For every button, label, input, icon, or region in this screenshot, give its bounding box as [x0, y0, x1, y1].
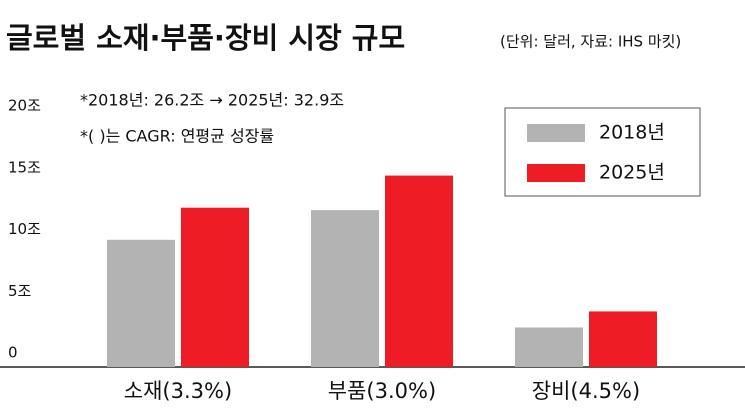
legend-swatch [527, 124, 585, 142]
chart-subtitle: (단위: 달러, 자료: IHS 마킷) [500, 33, 681, 51]
bar [107, 239, 175, 367]
bar [515, 327, 583, 367]
bar [589, 311, 657, 367]
x-tick-label: 소재(3.3%) [124, 379, 232, 403]
y-tick-label: 15조 [8, 158, 41, 176]
x-tick-label: 부품(3.0%) [328, 379, 436, 403]
x-tick-label: 장비(4.5%) [532, 379, 640, 403]
legend-label: 2025년 [599, 162, 665, 184]
y-tick-label: 0 [8, 344, 18, 362]
chart-title: 글로벌 소재·부품·장비 시장 규모 [6, 21, 405, 55]
bar [385, 175, 453, 367]
annotation: *( )는 CAGR: 연평균 성장률 [80, 127, 274, 146]
y-tick-label: 20조 [8, 97, 41, 115]
y-tick-label: 5조 [8, 282, 32, 300]
annotation: *2018년: 26.2조 → 2025년: 32.9조 [80, 91, 344, 110]
y-tick-label: 10조 [8, 220, 41, 238]
legend-label: 2018년 [599, 122, 665, 144]
legend-swatch [527, 164, 585, 182]
bar [181, 207, 249, 367]
bar [311, 210, 379, 367]
